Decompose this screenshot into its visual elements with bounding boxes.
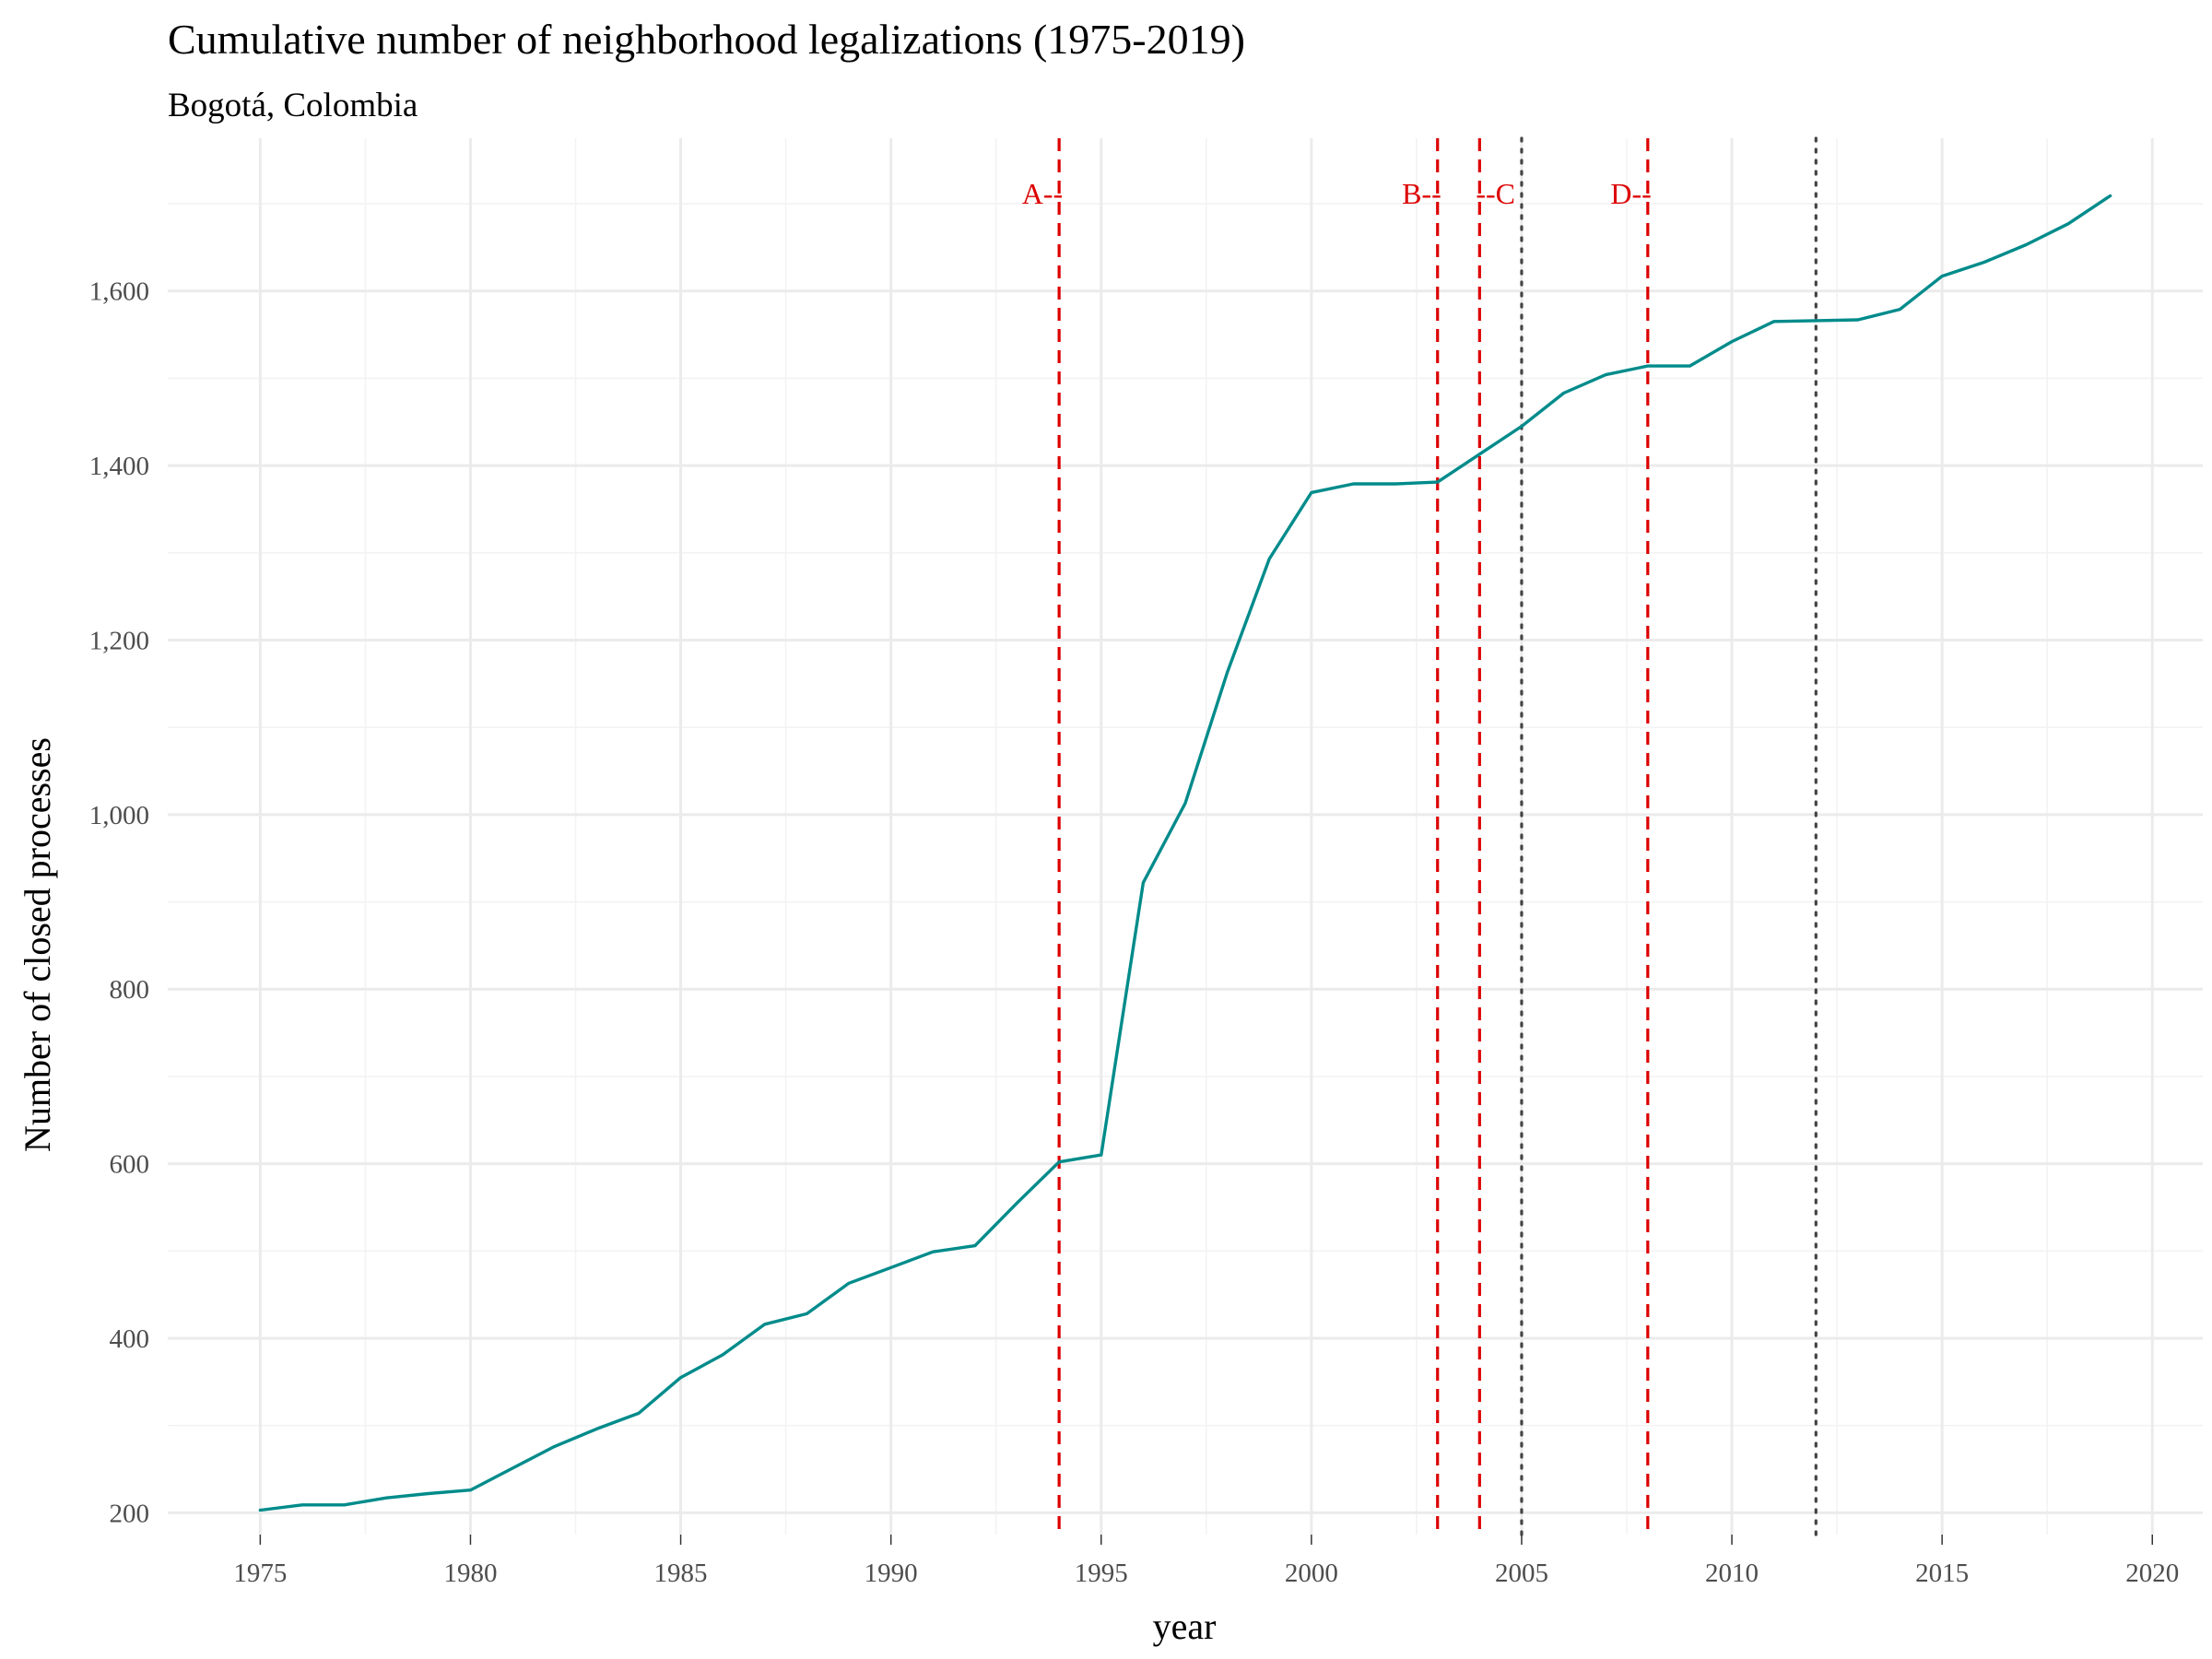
- y-tick-label: 800: [110, 975, 150, 1005]
- annotation-label: B--: [1402, 177, 1441, 210]
- x-tick-label: 1975: [233, 1559, 287, 1588]
- minor-gridlines: [168, 138, 2203, 1535]
- x-axis-ticks: 1975 1980 1985 1990 1995 2000 2005 2010 2015 2020: [233, 1535, 2179, 1588]
- x-tick-label: 2000: [1285, 1559, 1338, 1588]
- x-tick-label: 2015: [1915, 1559, 1969, 1588]
- x-tick-label: 1980: [443, 1559, 497, 1588]
- annotation-label: A--: [1022, 177, 1063, 210]
- x-tick-label: 2010: [1705, 1559, 1759, 1588]
- series-line: [258, 194, 2112, 1512]
- annotation-label: D--: [1610, 177, 1651, 210]
- y-axis-ticks: 200 400 600 800 1,000 1,200 1,400 1,600: [89, 277, 149, 1529]
- y-tick-label: 1,200: [89, 626, 149, 655]
- x-tick-label: 1985: [654, 1559, 708, 1588]
- x-tick-label: 1990: [865, 1559, 918, 1588]
- x-tick-label: 2020: [2125, 1559, 2179, 1588]
- x-tick-label: 1995: [1075, 1559, 1128, 1588]
- annotation-label: --C: [1476, 177, 1515, 210]
- x-axis-title: year: [1153, 1606, 1217, 1647]
- y-tick-label: 1,600: [89, 277, 149, 307]
- x-tick-label: 2005: [1495, 1559, 1548, 1588]
- y-tick-label: 600: [110, 1150, 150, 1180]
- y-tick-label: 400: [110, 1324, 150, 1354]
- y-axis-title: Number of closed processes: [17, 737, 58, 1152]
- chart-subtitle: Bogotá, Colombia: [168, 87, 418, 124]
- chart-title: Cumulative number of neighborhood legali…: [168, 16, 1245, 63]
- y-tick-label: 1,000: [89, 801, 149, 830]
- y-tick-label: 1,400: [89, 452, 149, 481]
- major-gridlines: [168, 138, 2203, 1535]
- y-tick-label: 200: [110, 1499, 150, 1528]
- reference-lines: [1057, 136, 1818, 1536]
- annotations: A-- B-- --C D--: [1022, 177, 1652, 210]
- series-layer: [258, 194, 2112, 1512]
